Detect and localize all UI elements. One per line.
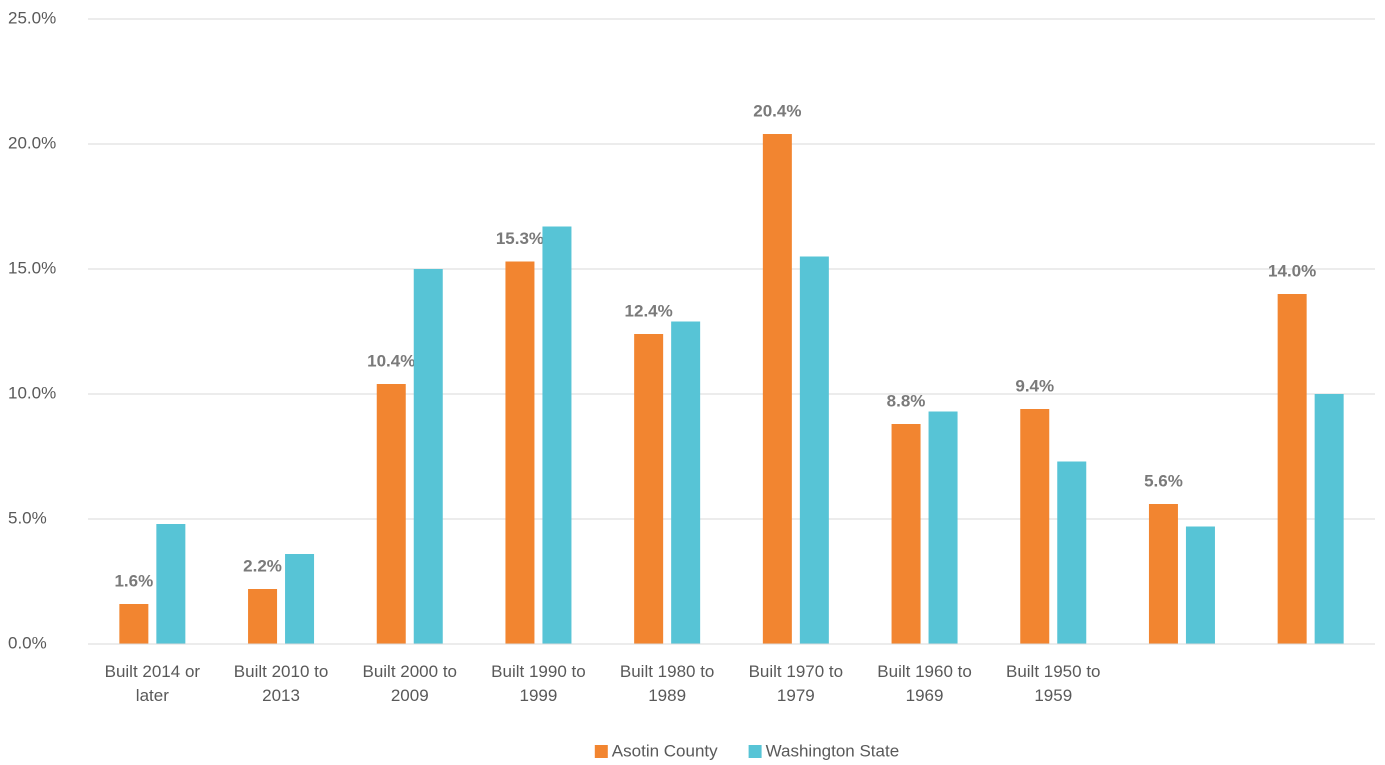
- y-tick-label: 15.0%: [8, 258, 56, 277]
- legend-swatch: [748, 745, 762, 758]
- bar: [285, 554, 315, 644]
- bar: [1057, 461, 1087, 644]
- bar: [891, 424, 921, 644]
- value-label: 2.2%: [243, 556, 282, 575]
- legend-swatch: [594, 745, 608, 758]
- bar: [1185, 526, 1215, 644]
- x-tick-label: Built 1990 to 1999: [491, 662, 586, 705]
- x-tick-label: Built 2010 to 2013: [233, 662, 329, 705]
- bar: [505, 261, 535, 644]
- bar: [248, 589, 278, 644]
- value-label: 20.4%: [753, 101, 801, 120]
- bar: [376, 384, 406, 644]
- bar: [1314, 394, 1344, 644]
- value-label: 10.4%: [367, 351, 415, 370]
- bar: [413, 269, 443, 644]
- value-label: 9.4%: [1015, 376, 1054, 395]
- x-tick-label: Built 2014 or later: [104, 662, 201, 705]
- bar: [1020, 409, 1050, 644]
- value-label: 8.8%: [887, 391, 926, 410]
- bar: [762, 134, 792, 644]
- x-tick-label: Built 1950 to 1959: [1005, 662, 1101, 705]
- bar: [1148, 504, 1178, 644]
- value-label: 12.4%: [625, 301, 673, 320]
- y-tick-label: 25.0%: [8, 8, 56, 27]
- x-tick-label: Built 1970 to 1979: [748, 662, 844, 705]
- bar: [156, 524, 186, 644]
- x-tick-label: Built 1980 to 1989: [619, 662, 715, 705]
- y-tick-label: 5.0%: [8, 508, 47, 527]
- value-label: 15.3%: [496, 229, 544, 248]
- y-tick-label: 20.0%: [8, 133, 56, 152]
- y-tick-label: 10.0%: [8, 383, 56, 402]
- bar: [119, 604, 149, 644]
- bar: [671, 321, 701, 644]
- value-label: 1.6%: [114, 571, 153, 590]
- bar: [634, 334, 664, 644]
- value-label: 5.6%: [1144, 471, 1183, 490]
- bar: [799, 256, 829, 644]
- bar: [1277, 294, 1307, 644]
- bar: [928, 411, 958, 644]
- legend-label: Asotin County: [612, 741, 718, 760]
- value-label: 14.0%: [1268, 261, 1316, 280]
- bar: [542, 226, 572, 644]
- legend-label: Washington State: [766, 741, 900, 760]
- y-tick-label: 0.0%: [8, 633, 47, 652]
- x-tick-label: Built 1960 to 1969: [877, 662, 972, 705]
- x-tick-label: Built 2000 to 2009: [362, 662, 457, 705]
